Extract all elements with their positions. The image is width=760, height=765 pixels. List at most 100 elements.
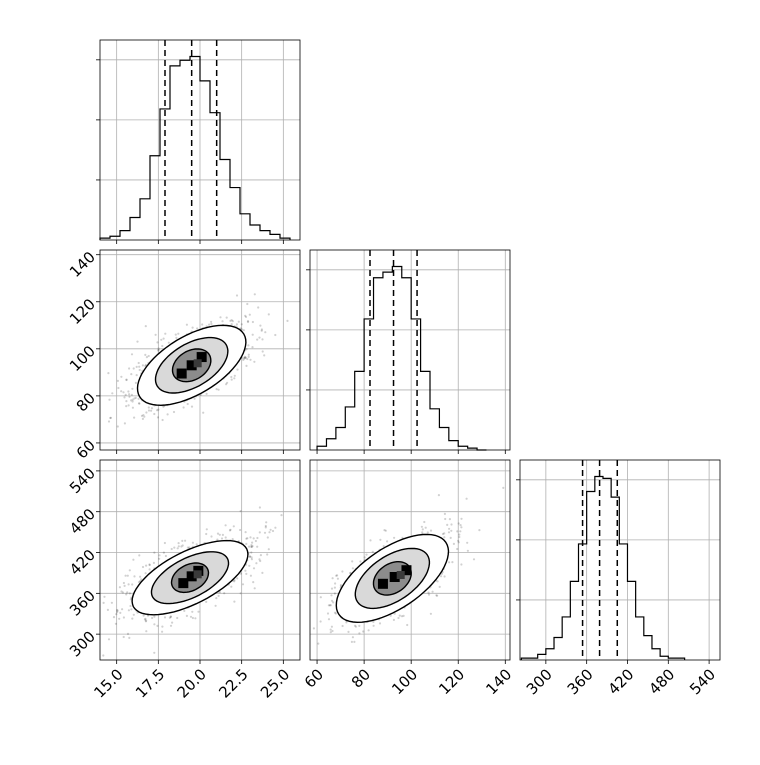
scatter-point [239, 510, 242, 513]
scatter-point [466, 541, 469, 544]
scatter-point [145, 630, 148, 633]
scatter-point [125, 378, 128, 381]
scatter-point [386, 540, 389, 543]
scatter-point [397, 616, 400, 620]
scatter-point [134, 381, 137, 384]
scatter-point [112, 616, 116, 619]
scatter-point [122, 635, 125, 639]
scatter-point [241, 583, 245, 586]
scatter-point [244, 356, 247, 359]
histogram-1-frame [309, 249, 511, 451]
scatter-point [140, 578, 143, 581]
scatter-point [128, 395, 131, 398]
scatter-point [448, 518, 451, 521]
scatter-point [130, 353, 134, 356]
scatter-point [353, 640, 356, 644]
scatter-point [246, 537, 249, 540]
scatter-point [427, 591, 430, 594]
scatter-point [267, 313, 270, 316]
scatter-point [214, 604, 217, 607]
scatter-point [186, 546, 189, 549]
scatter-point [137, 361, 140, 365]
y-tick-label: 540 [66, 464, 99, 497]
scatter-point [131, 583, 134, 586]
scatter-point [450, 523, 453, 526]
scatter-point [138, 365, 141, 368]
scatter-point [459, 530, 462, 533]
scatter-point [139, 575, 142, 578]
histogram-2-frame [519, 459, 721, 661]
scatter-point [221, 320, 224, 323]
scatter-point [259, 554, 262, 557]
scatter-point [447, 531, 451, 534]
density-core-cell [186, 360, 197, 371]
scatter-point [253, 587, 256, 590]
scatter-point [128, 393, 131, 396]
scatter-point [264, 524, 267, 528]
scatter-point [195, 543, 198, 546]
scatter-point [218, 533, 221, 536]
scatter-point [460, 563, 463, 566]
scatter-point [331, 577, 334, 580]
scatter-point [153, 551, 156, 554]
scatter-point [184, 539, 187, 542]
scatter-point [502, 486, 505, 489]
scatter-point [169, 615, 172, 618]
scatter-point [133, 416, 136, 419]
scatter-point [154, 333, 157, 336]
scatter-point [349, 571, 352, 574]
scatter-point [143, 415, 146, 418]
scatter-point [330, 594, 333, 597]
scatter-point [437, 494, 440, 497]
scatter-point [230, 319, 233, 322]
scatter-point [210, 322, 213, 325]
scatter-point [191, 541, 194, 544]
scatter-point [345, 621, 348, 624]
scatter-point [170, 547, 173, 551]
scatter-point [156, 624, 159, 628]
scatter-point [239, 528, 242, 532]
scatter-point [131, 406, 134, 409]
scatter-point [138, 402, 141, 405]
y-tick-label: 140 [66, 248, 99, 281]
scatter-point [163, 541, 166, 545]
scatter-point [145, 356, 148, 359]
scatter-point [244, 531, 247, 534]
scatter-panel-0-1 [96, 250, 300, 454]
scatter-point [274, 333, 277, 337]
scatter-point [358, 632, 361, 635]
scatter-point [186, 402, 189, 406]
scatter-point [124, 574, 127, 577]
scatter-point [111, 392, 114, 395]
scatter-point [258, 558, 261, 561]
scatter-point [114, 622, 117, 625]
scatter-point [252, 567, 256, 570]
scatter-point [169, 615, 172, 619]
scatter-point [210, 320, 213, 323]
scatter-point [429, 612, 432, 615]
scatter-point [107, 420, 111, 423]
scatter-point [239, 572, 242, 575]
y-tick-label: 100 [66, 342, 99, 375]
x-tick-label: 20.0 [174, 665, 210, 701]
scatter-point [193, 397, 196, 400]
density-core-cell [176, 368, 187, 379]
scatter-point [378, 622, 382, 625]
scatter-point [208, 323, 211, 326]
scatter-point [435, 594, 438, 597]
scatter-point [144, 620, 147, 623]
scatter-point [460, 517, 463, 520]
scatter-point [102, 654, 105, 657]
scatter-point [121, 608, 124, 611]
scatter-point [426, 531, 429, 534]
scatter-point [384, 529, 387, 532]
scatter-point [267, 548, 270, 551]
scatter-point [439, 575, 443, 578]
scatter-point [249, 536, 252, 539]
scatter-point [458, 535, 461, 539]
scatter-point [245, 537, 248, 540]
scatter-point [465, 497, 468, 500]
scatter-point [132, 367, 135, 370]
scatter-point [459, 524, 462, 527]
scatter-point [250, 545, 253, 549]
